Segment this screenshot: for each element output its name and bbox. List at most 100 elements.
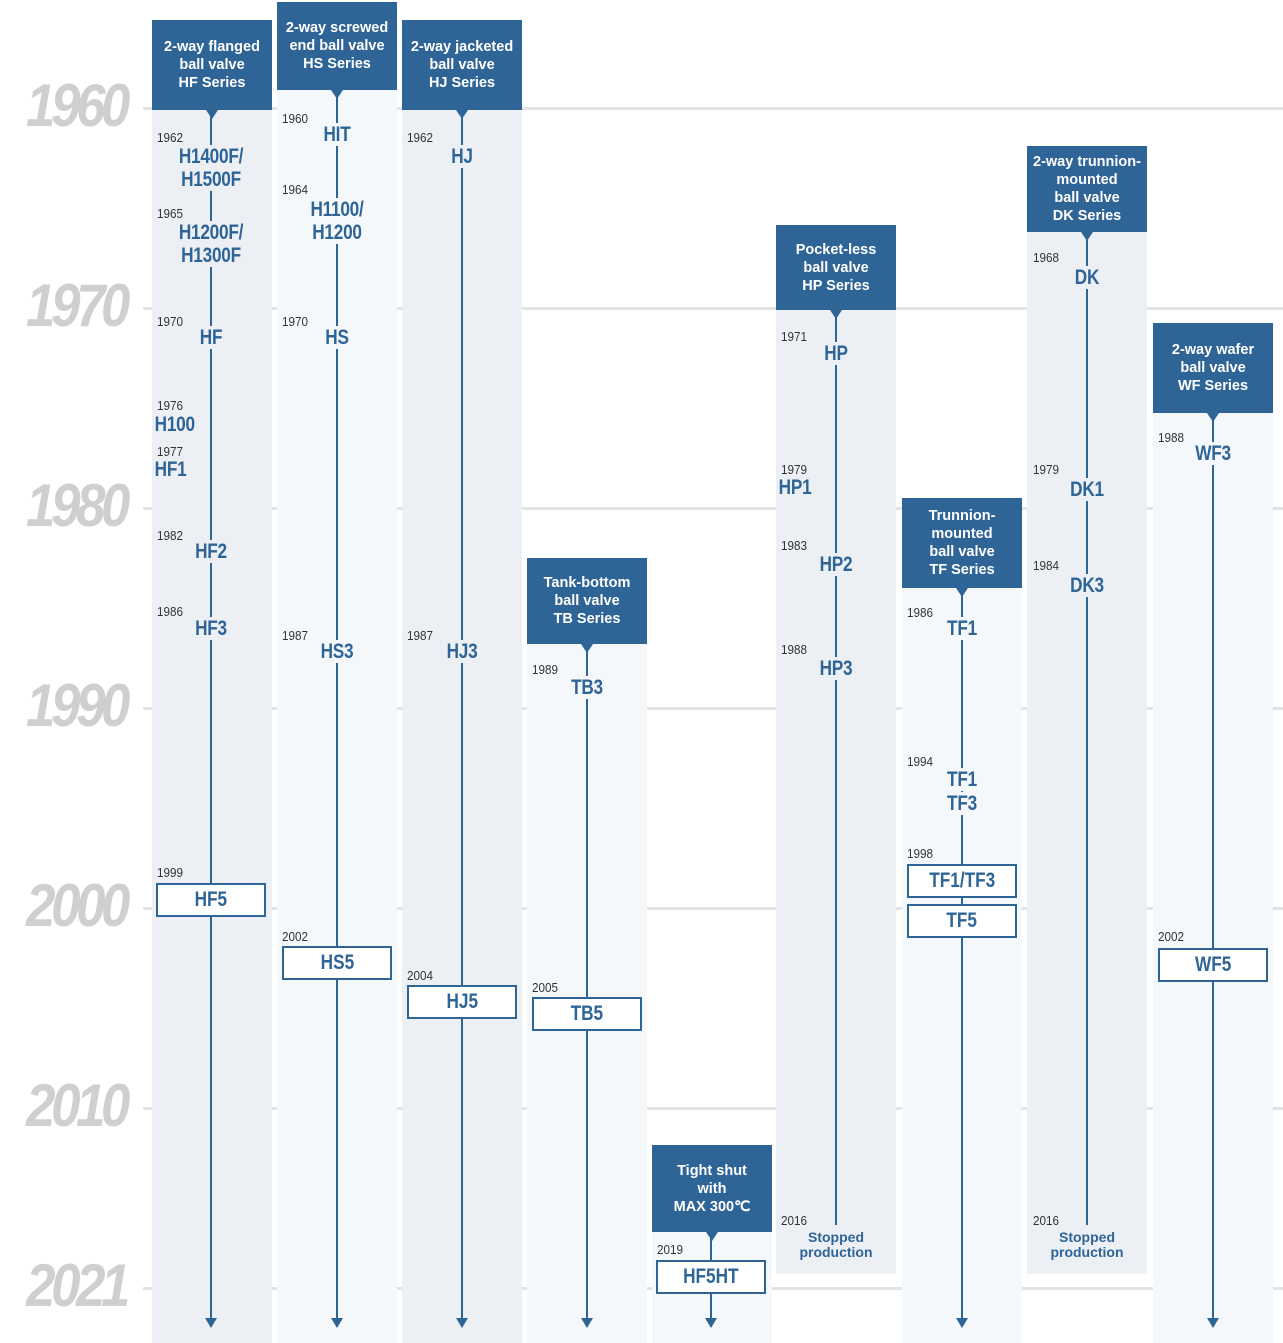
event-year: 1976 xyxy=(157,398,184,413)
model-name: HF2 xyxy=(162,540,260,563)
series-header: 2-way jacketed ball valve HJ Series xyxy=(402,20,522,119)
series-header-line: end ball valve xyxy=(289,38,385,54)
series-header-line: 2-way screwed xyxy=(285,20,389,36)
model-name: HIT xyxy=(288,123,386,146)
arrow-down-icon xyxy=(705,1318,717,1328)
model-name-text: DK3 xyxy=(1068,574,1106,597)
series-header-line: ball valve xyxy=(554,593,620,609)
model-name: DK1 xyxy=(1038,478,1136,501)
arrow-down-icon xyxy=(205,1318,217,1328)
series-header-line: Trunnion- xyxy=(928,508,996,524)
series-header: 2-way screwed end ball valve HS Series xyxy=(277,2,397,99)
event-year: 1962 xyxy=(157,130,184,145)
series-header-text: Tank-bottom ball valve TB Series xyxy=(544,574,631,628)
model-name: TF1 xyxy=(913,617,1011,640)
model-name: HP xyxy=(787,342,885,365)
year-label: 2021 xyxy=(26,1252,130,1319)
model-name-text: HIT xyxy=(321,123,353,146)
series-header-text: Tight shut with MAX 300℃ xyxy=(674,1162,751,1216)
event-year: 1984 xyxy=(1033,558,1060,573)
timeline-line xyxy=(961,588,963,1318)
gridline-3 xyxy=(143,707,1283,710)
model-name-text: DK1 xyxy=(1068,478,1106,501)
model-box-label: TF1/TF3 xyxy=(928,869,996,892)
series-header-text: 2-way screwed end ball valve HS Series xyxy=(286,19,388,73)
event-year: 1965 xyxy=(157,206,184,221)
model-box-label: TF5 xyxy=(946,909,978,932)
series-header-line: ball valve xyxy=(1054,190,1120,206)
series-header-line: HF Series xyxy=(178,75,246,91)
model-name-text: HF1 xyxy=(153,458,189,481)
model-name: HS3 xyxy=(288,640,386,663)
model-name: HF1 xyxy=(153,458,189,481)
event-year: 1986 xyxy=(907,605,934,620)
model-name-text: HS3 xyxy=(318,640,356,663)
model-name: HJ3 xyxy=(413,640,511,663)
series-header-line: with xyxy=(697,1180,727,1197)
series-header-line: TB Series xyxy=(553,611,621,627)
model-name-text: WF3 xyxy=(1193,442,1233,465)
year-label: 1980 xyxy=(26,472,130,539)
series-header-line: 2-way jacketed xyxy=(410,39,514,55)
event-year: 2016 xyxy=(781,1213,808,1228)
series-header-text: 2-way trunnion-mounted ball valve DK Serie… xyxy=(1033,153,1141,225)
event-year: 1968 xyxy=(1033,250,1060,265)
model-name-text: HP xyxy=(822,342,850,365)
arrow-down-icon xyxy=(1207,1318,1219,1328)
model-box: HS5 xyxy=(282,946,392,980)
series-header: 2-way flanged ball valve HF Series xyxy=(152,20,272,119)
model-box: TB5 xyxy=(532,997,642,1031)
model-name: HF xyxy=(162,326,260,349)
model-name: TF1 xyxy=(913,768,1011,791)
model-name-text: HF3 xyxy=(193,617,229,640)
event-year: 1989 xyxy=(532,662,559,677)
timeline-line xyxy=(1086,232,1088,1225)
model-box: TF1/TF3 xyxy=(907,864,1017,898)
series-header: Tight shut with MAX 300℃ xyxy=(652,1145,772,1241)
event-year: 1971 xyxy=(781,329,808,344)
series-header-line: HS Series xyxy=(303,56,371,72)
event-year: 1977 xyxy=(157,444,184,459)
model-name-text: H1100/H1200 xyxy=(308,198,366,244)
arrow-down-icon xyxy=(581,1318,593,1328)
model-name: TF3 xyxy=(913,792,1011,815)
series-header-line: Pocket-less xyxy=(795,241,877,258)
gridline-4 xyxy=(143,907,1283,910)
model-name-text: HP1 xyxy=(777,476,814,499)
model-name-text: H1400F/H1500F xyxy=(177,145,245,191)
series-header-line: ball valve xyxy=(803,259,869,276)
series-header-line: DK Series xyxy=(1052,208,1122,224)
series-header-text: Pocket-less ball valve HP Series xyxy=(796,241,877,295)
model-name: H1400F/H1500F xyxy=(162,145,260,191)
timeline-line xyxy=(461,110,463,1318)
timeline-line xyxy=(1212,413,1214,1318)
model-name: DK3 xyxy=(1038,574,1136,597)
arrow-down-icon xyxy=(331,1318,343,1328)
timeline-line xyxy=(210,110,212,1318)
event-year: 1986 xyxy=(157,604,184,619)
gridline-2 xyxy=(143,507,1283,510)
model-name-text: H1200F/H1300F xyxy=(177,221,245,267)
model-name-text: DK xyxy=(1073,266,1101,289)
series-header: Pocket-less ball valve HP Series xyxy=(776,225,896,319)
event-year: 1970 xyxy=(157,314,184,329)
year-label: 2000 xyxy=(26,872,130,939)
timeline-line xyxy=(336,90,338,1318)
model-name-text: HP2 xyxy=(817,553,855,576)
arrow-down-icon xyxy=(956,1318,968,1328)
event-year: 2004 xyxy=(407,968,434,983)
model-box: TF5 xyxy=(907,904,1017,938)
series-header-line: Tight shut xyxy=(677,1162,747,1179)
event-year: 1979 xyxy=(1033,462,1060,477)
event-year: 1988 xyxy=(1158,430,1185,445)
series-header-text: 2-way flanged ball valve HF Series xyxy=(164,38,260,92)
event-year: 1983 xyxy=(781,538,808,553)
timeline-line xyxy=(586,644,588,1318)
stopped-production-note: Stopped production xyxy=(799,1229,873,1260)
model-box: HJ5 xyxy=(407,985,517,1019)
event-year: 1964 xyxy=(282,182,309,197)
model-name-text: TF3 xyxy=(945,792,979,815)
series-header-line: Tank-bottom xyxy=(543,575,631,591)
series-header-line: TF Series xyxy=(929,562,995,578)
model-name-text: TF1 xyxy=(945,617,979,640)
